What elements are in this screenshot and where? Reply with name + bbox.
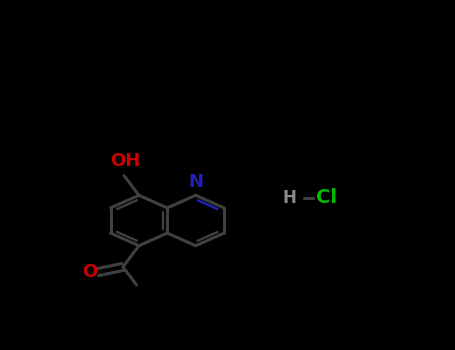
Text: OH: OH: [111, 152, 141, 170]
Text: N: N: [188, 173, 203, 191]
Text: H: H: [283, 189, 296, 207]
Text: O: O: [82, 263, 97, 281]
Text: Cl: Cl: [316, 188, 337, 207]
